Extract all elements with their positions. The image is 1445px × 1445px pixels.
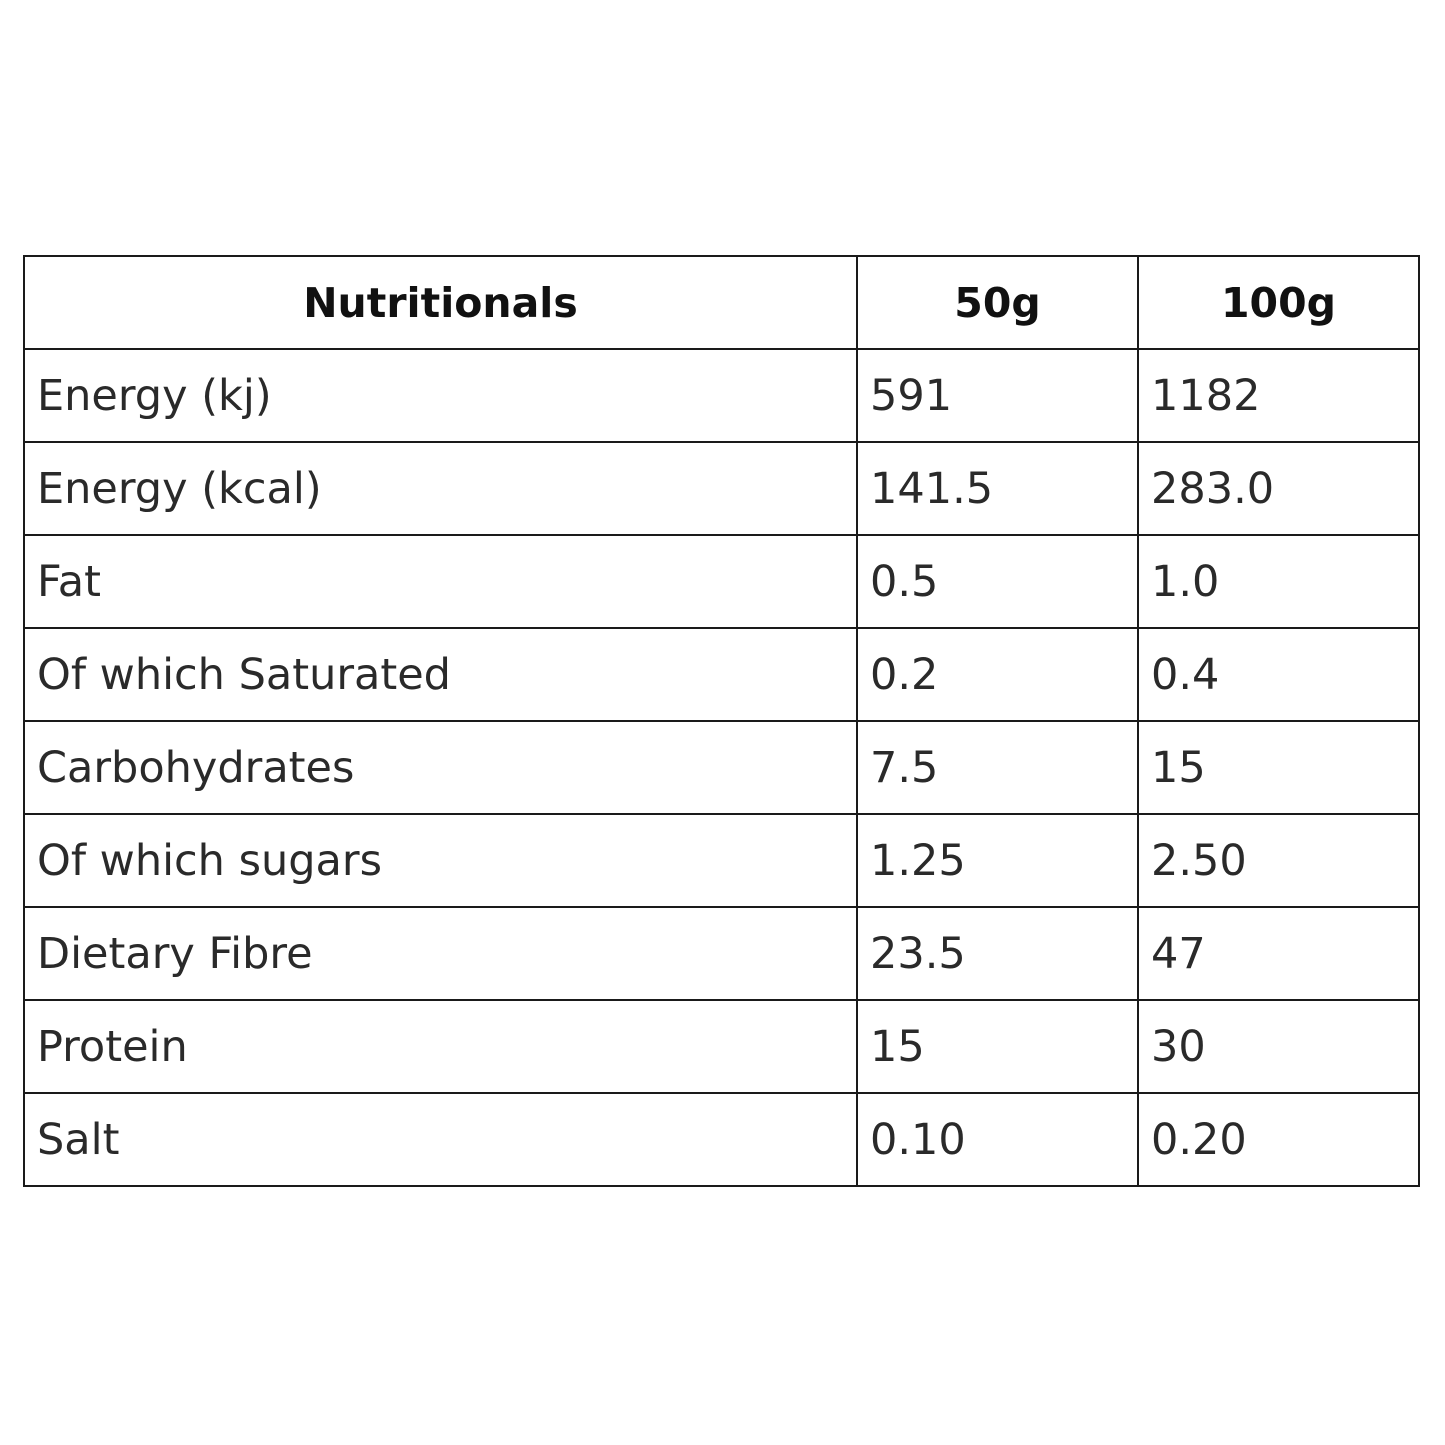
value-50g: 0.2 [856, 627, 1139, 722]
nutrient-name: Carbohydrates [23, 720, 858, 815]
header-row: Nutritionals 50g 100g [23, 255, 1420, 350]
value-50g: 15 [856, 999, 1139, 1094]
value-50g: 591 [856, 348, 1139, 443]
value-50g: 0.5 [856, 534, 1139, 629]
table-row: Of which sugars 1.25 2.50 [23, 813, 1420, 908]
nutrient-name: Dietary Fibre [23, 906, 858, 1001]
nutrient-name: Of which Saturated [23, 627, 858, 722]
value-100g: 30 [1137, 999, 1420, 1094]
nutrient-name: Fat [23, 534, 858, 629]
header-50g: 50g [856, 255, 1139, 350]
value-100g: 15 [1137, 720, 1420, 815]
table-row: Energy (kcal) 141.5 283.0 [23, 441, 1420, 536]
value-100g: 47 [1137, 906, 1420, 1001]
value-100g: 1182 [1137, 348, 1420, 443]
value-50g: 1.25 [856, 813, 1139, 908]
table-row: Protein 15 30 [23, 999, 1420, 1094]
table-row: Salt 0.10 0.20 [23, 1092, 1420, 1187]
nutrient-name: Energy (kcal) [23, 441, 858, 536]
value-100g: 283.0 [1137, 441, 1420, 536]
value-50g: 141.5 [856, 441, 1139, 536]
table-row: Dietary Fibre 23.5 47 [23, 906, 1420, 1001]
table-row: Carbohydrates 7.5 15 [23, 720, 1420, 815]
nutrient-name: Salt [23, 1092, 858, 1187]
table-row: Energy (kj) 591 1182 [23, 348, 1420, 443]
table-header: Nutritionals 50g 100g [23, 255, 1420, 350]
nutrient-name: Protein [23, 999, 858, 1094]
value-50g: 23.5 [856, 906, 1139, 1001]
table-body: Energy (kj) 591 1182 Energy (kcal) 141.5… [23, 348, 1420, 1187]
table-row: Of which Saturated 0.2 0.4 [23, 627, 1420, 722]
value-100g: 0.20 [1137, 1092, 1420, 1187]
value-100g: 1.0 [1137, 534, 1420, 629]
nutrient-name: Energy (kj) [23, 348, 858, 443]
header-100g: 100g [1137, 255, 1420, 350]
nutrient-name: Of which sugars [23, 813, 858, 908]
value-50g: 0.10 [856, 1092, 1139, 1187]
value-50g: 7.5 [856, 720, 1139, 815]
table-row: Fat 0.5 1.0 [23, 534, 1420, 629]
nutrition-table: Nutritionals 50g 100g Energy (kj) 591 11… [23, 255, 1420, 1187]
header-nutritionals: Nutritionals [23, 255, 858, 350]
value-100g: 2.50 [1137, 813, 1420, 908]
value-100g: 0.4 [1137, 627, 1420, 722]
